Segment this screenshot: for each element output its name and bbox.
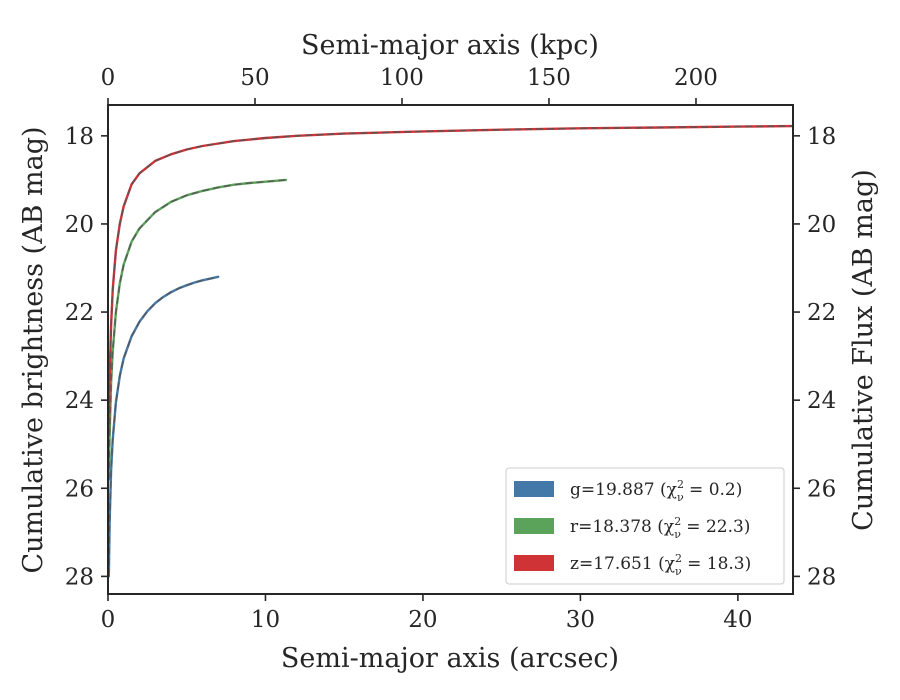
legend-label-0: g=19.887 (χ2 ν = 0.2) bbox=[570, 478, 742, 504]
y-left-tick-label: 22 bbox=[65, 300, 94, 326]
x-bottom-tick-label: 0 bbox=[101, 607, 116, 633]
legend-label-1: r=18.378 (χ2 ν = 22.3) bbox=[570, 515, 750, 541]
plot-frame bbox=[107, 104, 794, 595]
legend-swatch-1 bbox=[514, 518, 554, 534]
y-left-tick-label: 20 bbox=[65, 212, 94, 238]
legend-swatch-0 bbox=[514, 481, 554, 497]
x-top-tick-label: 0 bbox=[101, 65, 116, 91]
x-top-tick-label: 100 bbox=[380, 65, 424, 91]
series-layer bbox=[107, 124, 795, 578]
y-left-tick-label: 26 bbox=[65, 476, 94, 502]
x-top-tick-label: 200 bbox=[674, 65, 718, 91]
series-fit-line-0 bbox=[108, 276, 219, 577]
x-bottom-tick-label: 40 bbox=[723, 607, 752, 633]
x-bottom-tick-label: 30 bbox=[566, 607, 595, 633]
legend-swatch-2 bbox=[514, 555, 554, 571]
legend-box bbox=[505, 467, 785, 585]
series-fit-line-1 bbox=[108, 179, 286, 480]
y-left-axis-title: Cumulative brightness (AB mag) bbox=[18, 126, 49, 573]
series-fit-line-2 bbox=[108, 125, 794, 436]
legend: g=19.887 (χ2 ν = 0.2) r=18.378 (χ2 ν = 22.3… bbox=[505, 467, 785, 585]
legend-label-2: z=17.651 (χ2 ν = 18.3) bbox=[570, 552, 751, 578]
x-top-tick-label: 150 bbox=[527, 65, 571, 91]
y-right-tick-label: 26 bbox=[807, 476, 836, 502]
y-right-tick-label: 20 bbox=[807, 212, 836, 238]
x-bottom-axis-title: Semi-major axis (arcsec) bbox=[281, 643, 619, 674]
series-line-2 bbox=[107, 124, 795, 437]
x-top-axis-title: Semi-major axis (kpc) bbox=[301, 30, 599, 61]
y-right-tick-label: 28 bbox=[807, 564, 836, 590]
y-right-axis-title: Cumulative Flux (AB mag) bbox=[848, 169, 879, 531]
axes-layer: 0 10 20 30 40 0 50 100 150 200 18 20 22 24 26 28 18 20 22 2… bbox=[65, 65, 837, 633]
x-top-tick-label: 50 bbox=[240, 65, 269, 91]
y-left-tick-label: 18 bbox=[65, 124, 94, 150]
y-right-tick-label: 24 bbox=[807, 388, 836, 414]
y-right-tick-label: 18 bbox=[807, 124, 836, 150]
y-right-tick-label: 22 bbox=[807, 300, 836, 326]
series-line-0 bbox=[107, 275, 220, 578]
y-left-tick-label: 24 bbox=[65, 388, 94, 414]
x-bottom-tick-label: 10 bbox=[251, 607, 280, 633]
x-bottom-tick-label: 20 bbox=[408, 607, 437, 633]
y-left-tick-label: 28 bbox=[65, 564, 94, 590]
